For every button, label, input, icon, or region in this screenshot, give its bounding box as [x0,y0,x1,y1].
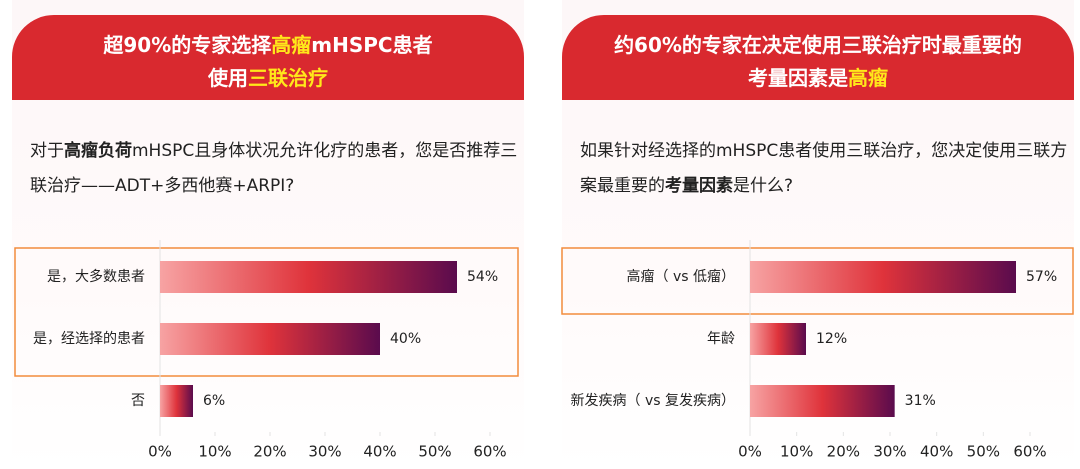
x-tick-label: 60% [1013,443,1046,461]
category-label: 高瘤（ vs 低瘤） [627,268,735,285]
header: 超90%的专家选择高瘤mHSPC患者 使用三联治疗 [12,15,524,100]
category-label: 是，经选择的患者 [33,331,145,347]
highlight-box [14,247,519,377]
x-tick-label: 20% [827,443,860,461]
x-tick-label: 40% [920,443,953,461]
question-text: mHSPC且身体状况允许化疗的患者，您是否推荐三联治疗——ADT+多西他赛+AR… [30,141,518,196]
value-label: 54% [467,269,498,285]
bar [750,261,1016,293]
category-label: 新发疾病（ vs 复发疾病） [571,392,735,409]
bar [750,323,806,355]
title-text: 使用 [208,66,248,90]
title-line: 约60%的专家在决定使用三联治疗时最重要的 [562,29,1074,62]
value-label: 31% [905,393,936,409]
title-text: 考量因素是 [748,66,848,90]
x-tick-label: 40% [363,443,396,461]
x-tick-label: 0% [738,443,762,461]
value-label: 12% [816,331,847,347]
x-tick-label: 50% [418,443,451,461]
bar [160,323,380,355]
category-label: 年龄 [707,331,735,347]
title-line: 考量因素是高瘤 [562,62,1074,95]
x-tick-label: 50% [967,443,1000,461]
title-text: 三联治疗 [248,66,328,90]
value-label: 57% [1026,269,1057,285]
x-tick-label: 10% [198,443,231,461]
question-text: 高瘤负荷 [64,141,132,161]
bar [160,385,193,417]
header: 约60%的专家在决定使用三联治疗时最重要的考量因素是高瘤 [562,15,1074,100]
question-text: 对于 [30,141,64,161]
title-text: 超90%的专家选择 [103,33,272,57]
question: 对于高瘤负荷mHSPC且身体状况允许化疗的患者，您是否推荐三联治疗——ADT+多… [30,134,520,204]
question-text: 考量因素 [665,176,733,196]
title-text: 高瘤 [848,66,888,90]
title-line: 超90%的专家选择高瘤mHSPC患者 [12,29,524,62]
bar [750,385,895,417]
title-text: 高瘤 [271,33,312,57]
title-text: 约60%的专家在决定使用三联治疗时最重要的 [614,33,1022,57]
title-text: mHSPC患者 [311,33,433,57]
x-tick-label: 30% [308,443,341,461]
value-label: 40% [390,331,421,347]
question-text: 如果针对经选择的mHSPC患者使用三联治疗，您决定使用三联方案最重要的 [580,141,1068,196]
x-tick-label: 0% [148,443,172,461]
question: 如果针对经选择的mHSPC患者使用三联治疗，您决定使用三联方案最重要的考量因素是… [580,134,1070,204]
category-label: 是，大多数患者 [47,268,145,285]
category-label: 否 [131,393,145,409]
title-line: 使用三联治疗 [12,62,524,95]
x-tick-label: 60% [473,443,506,461]
x-tick-label: 10% [780,443,813,461]
value-label: 6% [203,393,225,409]
panel: 超90%的专家选择高瘤mHSPC患者 使用三联治疗 对于高瘤负荷mHSPC且身体状况… [12,0,524,469]
bar [160,261,457,293]
question-text: 是什么? [733,176,794,196]
x-tick-label: 30% [873,443,906,461]
x-tick-label: 20% [253,443,286,461]
highlight-box [561,247,1074,315]
